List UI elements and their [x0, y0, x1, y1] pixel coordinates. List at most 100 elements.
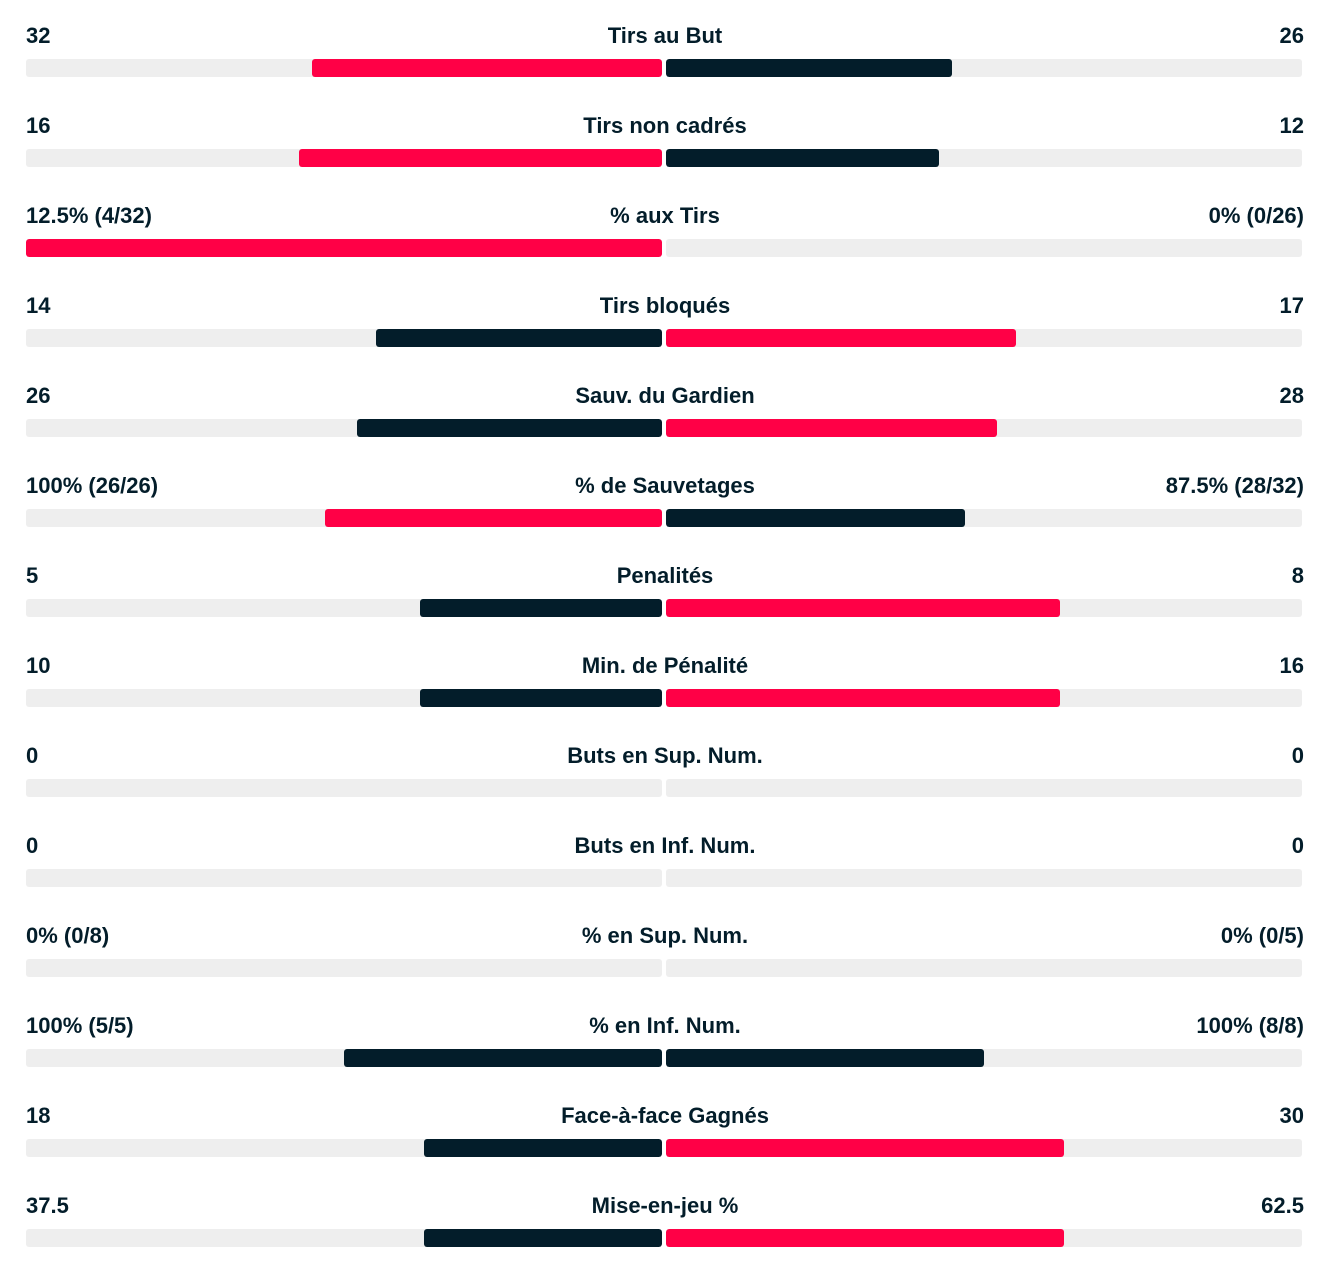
- away-bar-track: [666, 329, 1302, 347]
- stat-title: Penalités: [616, 563, 714, 588]
- away-bar-track: [666, 1049, 1302, 1067]
- home-bar-fill: [420, 599, 662, 617]
- home-value: 14: [26, 293, 51, 318]
- away-value: 0% (0/5): [1220, 923, 1304, 948]
- home-bar-track: [26, 599, 662, 617]
- stat-bars: [26, 689, 1304, 707]
- away-value: 30: [1279, 1103, 1304, 1128]
- away-value: 26: [1279, 23, 1304, 48]
- away-bar-track: [666, 599, 1302, 617]
- away-bar-fill: [666, 59, 953, 77]
- away-bar-fill: [666, 419, 997, 437]
- home-bar-track: [26, 329, 662, 347]
- home-bar-fill: [344, 1049, 662, 1067]
- home-value: 5: [26, 563, 39, 588]
- stat-title: Tirs non cadrés: [583, 113, 747, 138]
- home-value: 18: [26, 1103, 51, 1128]
- stat-row: 12.5% (4/32) % aux Tirs 0% (0/26): [26, 198, 1304, 288]
- away-bar-track: [666, 1229, 1302, 1247]
- stat-labels: 0 Buts en Sup. Num. 0: [26, 738, 1304, 774]
- home-bar-track: [26, 1139, 662, 1157]
- stat-bars: [26, 869, 1304, 887]
- away-bar-track: [666, 419, 1302, 437]
- home-bar-track: [26, 59, 662, 77]
- home-bar-track: [26, 959, 662, 977]
- home-bar-track: [26, 149, 662, 167]
- stat-row: 0% (0/8) % en Sup. Num. 0% (0/5): [26, 918, 1304, 1008]
- home-bar-fill: [324, 509, 662, 527]
- stat-bars: [26, 959, 1304, 977]
- stat-labels: 5 Penalités 8: [26, 558, 1304, 594]
- stat-labels: 32 Tirs au But 26: [26, 18, 1304, 54]
- home-bar-track: [26, 239, 662, 257]
- away-bar-track: [666, 689, 1302, 707]
- stat-title: Face-à-face Gagnés: [561, 1103, 769, 1128]
- stat-bars: [26, 239, 1304, 257]
- away-value: 17: [1279, 293, 1304, 318]
- home-value: 0: [26, 743, 39, 768]
- stat-bars: [26, 779, 1304, 797]
- stat-row: 0 Buts en Inf. Num. 0: [26, 828, 1304, 918]
- stat-bars: [26, 1049, 1304, 1067]
- match-stats-list: 32 Tirs au But 26 16 Tirs non cadrés 12: [26, 18, 1304, 1278]
- away-bar-fill: [666, 599, 1061, 617]
- stat-title: Buts en Sup. Num.: [567, 743, 763, 768]
- home-value: 100% (26/26): [26, 473, 159, 498]
- away-value: 0% (0/26): [1208, 203, 1304, 228]
- stat-title: % en Sup. Num.: [581, 923, 749, 948]
- stat-bars: [26, 329, 1304, 347]
- stat-row: 32 Tirs au But 26: [26, 18, 1304, 108]
- stat-row: 14 Tirs bloqués 17: [26, 288, 1304, 378]
- home-bar-fill: [26, 239, 662, 257]
- home-value: 26: [26, 383, 51, 408]
- home-value: 10: [26, 653, 51, 678]
- home-bar-track: [26, 779, 662, 797]
- stat-bars: [26, 59, 1304, 77]
- stat-labels: 18 Face-à-face Gagnés 30: [26, 1098, 1304, 1134]
- stat-bars: [26, 149, 1304, 167]
- stat-labels: 16 Tirs non cadrés 12: [26, 108, 1304, 144]
- stat-title: Buts en Inf. Num.: [574, 833, 756, 858]
- away-bar-fill: [666, 1229, 1064, 1247]
- away-bar-track: [666, 149, 1302, 167]
- stat-row: 37.5 Mise-en-jeu % 62.5: [26, 1188, 1304, 1278]
- home-value: 100% (5/5): [26, 1013, 134, 1038]
- stat-bars: [26, 1229, 1304, 1247]
- home-bar-fill: [312, 59, 662, 77]
- stat-labels: 10 Min. de Pénalité 16: [26, 648, 1304, 684]
- home-bar-track: [26, 1229, 662, 1247]
- away-value: 8: [1291, 563, 1304, 588]
- home-value: 12.5% (4/32): [26, 203, 152, 228]
- stat-row: 16 Tirs non cadrés 12: [26, 108, 1304, 198]
- home-bar-track: [26, 1049, 662, 1067]
- stat-labels: 0% (0/8) % en Sup. Num. 0% (0/5): [26, 918, 1304, 954]
- stat-row: 26 Sauv. du Gardien 28: [26, 378, 1304, 468]
- home-value: 32: [26, 23, 51, 48]
- stat-row: 10 Min. de Pénalité 16: [26, 648, 1304, 738]
- stat-labels: 37.5 Mise-en-jeu % 62.5: [26, 1188, 1304, 1224]
- home-bar-track: [26, 869, 662, 887]
- home-bar-track: [26, 509, 662, 527]
- away-bar-fill: [666, 509, 965, 527]
- stat-labels: 14 Tirs bloqués 17: [26, 288, 1304, 324]
- away-value: 16: [1279, 653, 1304, 678]
- home-bar-fill: [420, 689, 662, 707]
- away-bar-track: [666, 239, 1302, 257]
- stat-bars: [26, 509, 1304, 527]
- stat-labels: 12.5% (4/32) % aux Tirs 0% (0/26): [26, 198, 1304, 234]
- away-bar-fill: [666, 329, 1016, 347]
- away-value: 0: [1291, 833, 1304, 858]
- home-bar-track: [26, 689, 662, 707]
- stat-row: 18 Face-à-face Gagnés 30: [26, 1098, 1304, 1188]
- home-value: 0: [26, 833, 39, 858]
- home-bar-fill: [375, 329, 662, 347]
- away-bar-fill: [666, 149, 939, 167]
- home-value: 16: [26, 113, 51, 138]
- stat-bars: [26, 419, 1304, 437]
- away-value: 62.5: [1261, 1193, 1304, 1218]
- away-bar-track: [666, 509, 1302, 527]
- stat-labels: 100% (26/26) % de Sauvetages 87.5% (28/3…: [26, 468, 1304, 504]
- away-bar-fill: [666, 1049, 984, 1067]
- stat-labels: 0 Buts en Inf. Num. 0: [26, 828, 1304, 864]
- away-bar-track: [666, 1139, 1302, 1157]
